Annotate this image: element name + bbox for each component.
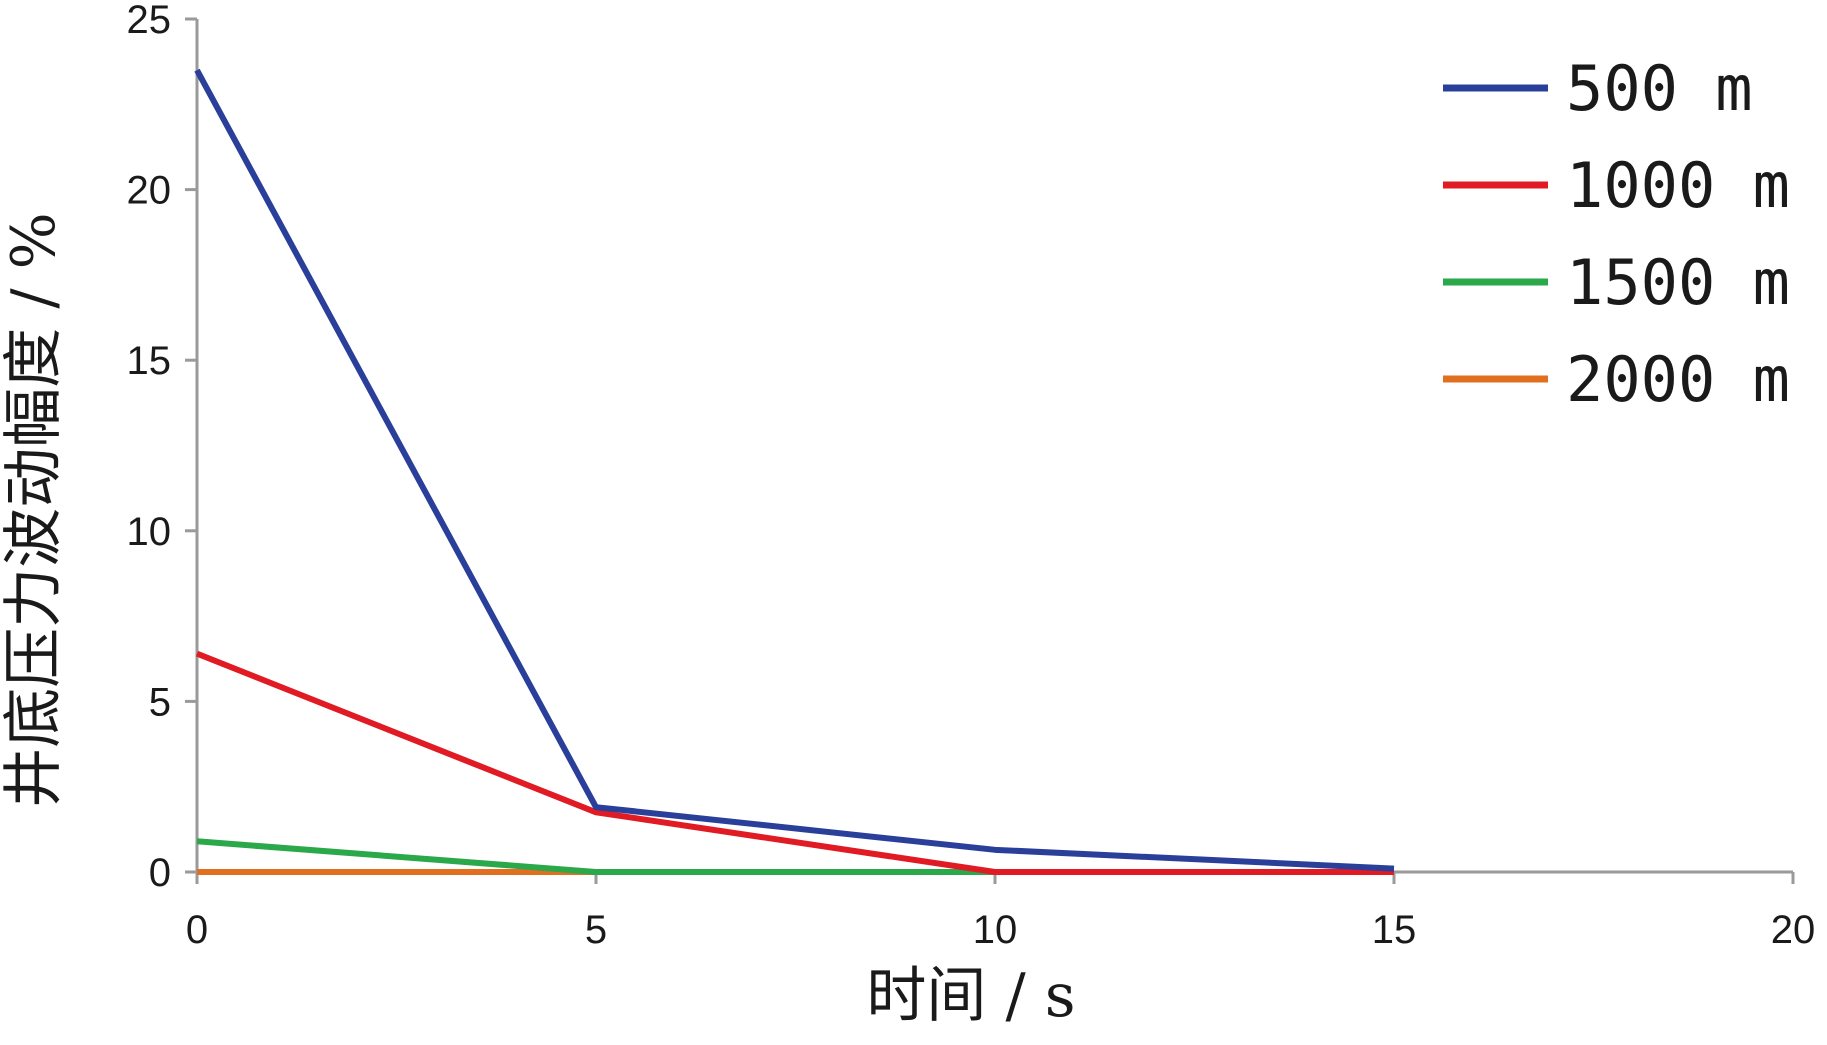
x-tick-label: 15 [1372,908,1417,952]
legend: 500 m 1000 m 1500 m 2000 m [1443,52,1790,416]
x-axis-title: 时间 / s [866,961,1075,1031]
series-line [196,838,1394,875]
y-tick-label: 20 [127,169,172,213]
x-tick-label: 5 [585,908,607,952]
legend-label: 1500 m [1566,246,1790,319]
series-layer [194,68,1395,875]
legend-label: 2000 m [1566,343,1790,416]
x-ticks: 0 5 10 15 20 [186,872,1815,952]
y-ticks: 0 5 10 15 20 25 [127,0,197,895]
x-tick-label: 20 [1771,908,1816,952]
y-tick-label: 15 [127,339,172,383]
series-line [194,68,1395,872]
x-tick-label: 10 [973,908,1018,952]
x-tick-label: 0 [186,908,208,952]
y-tick-label: 5 [149,680,171,724]
y-tick-label: 25 [127,0,172,42]
y-tick-label: 10 [127,510,172,554]
y-tick-label: 0 [149,851,171,895]
y-axis-title: 井底压力波动幅度 / % [0,212,69,807]
legend-label: 1000 m [1566,149,1790,222]
legend-label: 500 m [1566,52,1753,125]
series-line [195,650,1394,875]
axes: 0 5 10 15 20 25 0 5 10 15 20 [127,0,1816,952]
